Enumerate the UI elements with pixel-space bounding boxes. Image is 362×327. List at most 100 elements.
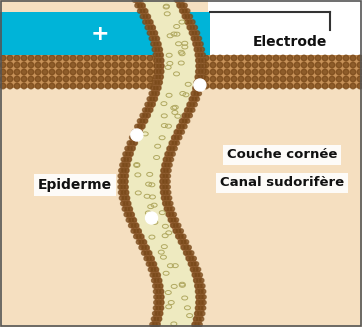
- Circle shape: [14, 83, 20, 89]
- Circle shape: [196, 300, 200, 305]
- Circle shape: [139, 245, 143, 250]
- Circle shape: [182, 119, 187, 123]
- Circle shape: [63, 55, 69, 61]
- Circle shape: [156, 284, 160, 288]
- Circle shape: [203, 62, 209, 68]
- Circle shape: [84, 76, 90, 82]
- Circle shape: [91, 69, 97, 75]
- Circle shape: [185, 20, 189, 24]
- Circle shape: [131, 229, 135, 233]
- Circle shape: [259, 83, 265, 89]
- Circle shape: [357, 55, 362, 61]
- Circle shape: [195, 69, 200, 74]
- Circle shape: [84, 83, 90, 89]
- Circle shape: [266, 55, 272, 61]
- Circle shape: [195, 284, 199, 288]
- Circle shape: [217, 83, 223, 89]
- Circle shape: [135, 130, 139, 134]
- Circle shape: [322, 55, 328, 61]
- Text: +: +: [91, 24, 109, 43]
- Circle shape: [187, 102, 191, 107]
- Circle shape: [133, 83, 139, 89]
- Circle shape: [42, 83, 48, 89]
- Circle shape: [153, 322, 157, 327]
- Circle shape: [142, 240, 147, 244]
- Circle shape: [153, 31, 157, 35]
- Circle shape: [266, 62, 272, 68]
- Circle shape: [163, 201, 167, 206]
- Circle shape: [42, 76, 48, 82]
- Circle shape: [192, 273, 197, 277]
- Circle shape: [14, 62, 20, 68]
- Circle shape: [7, 76, 13, 82]
- Circle shape: [287, 62, 293, 68]
- Circle shape: [336, 69, 342, 75]
- Circle shape: [138, 124, 142, 129]
- Circle shape: [63, 62, 69, 68]
- Bar: [0, 55, 362, 88]
- Circle shape: [130, 135, 134, 140]
- Circle shape: [157, 58, 161, 63]
- Circle shape: [7, 62, 13, 68]
- Circle shape: [177, 0, 182, 2]
- Circle shape: [166, 179, 170, 184]
- Circle shape: [196, 317, 201, 321]
- Circle shape: [224, 55, 230, 61]
- Circle shape: [195, 58, 200, 63]
- Circle shape: [122, 196, 127, 200]
- Circle shape: [157, 86, 161, 90]
- Circle shape: [42, 69, 48, 75]
- Circle shape: [159, 53, 163, 57]
- Circle shape: [160, 64, 164, 68]
- Bar: [210, 0, 362, 65]
- Circle shape: [143, 20, 147, 24]
- Circle shape: [195, 53, 199, 57]
- Circle shape: [126, 69, 132, 75]
- Circle shape: [192, 322, 196, 327]
- Circle shape: [98, 76, 104, 82]
- Circle shape: [181, 240, 186, 244]
- Circle shape: [185, 9, 190, 13]
- Circle shape: [357, 76, 362, 82]
- Circle shape: [167, 168, 171, 173]
- Circle shape: [196, 76, 202, 82]
- Circle shape: [200, 80, 205, 85]
- Circle shape: [42, 55, 48, 61]
- Circle shape: [163, 185, 167, 189]
- Circle shape: [63, 83, 69, 89]
- Circle shape: [189, 76, 195, 82]
- Circle shape: [245, 55, 251, 61]
- Circle shape: [160, 179, 164, 184]
- Circle shape: [154, 317, 159, 321]
- Circle shape: [231, 62, 237, 68]
- Circle shape: [201, 289, 206, 294]
- Circle shape: [155, 91, 159, 96]
- Circle shape: [343, 55, 349, 61]
- Circle shape: [301, 62, 307, 68]
- Circle shape: [147, 83, 153, 89]
- Circle shape: [322, 69, 328, 75]
- Circle shape: [294, 69, 300, 75]
- Circle shape: [157, 69, 161, 74]
- Circle shape: [128, 146, 132, 151]
- Circle shape: [121, 185, 125, 189]
- Circle shape: [136, 234, 141, 239]
- Circle shape: [176, 229, 180, 233]
- Circle shape: [152, 262, 157, 266]
- Circle shape: [280, 62, 286, 68]
- Circle shape: [315, 69, 321, 75]
- Circle shape: [148, 267, 153, 272]
- Circle shape: [184, 245, 188, 250]
- Circle shape: [170, 146, 174, 151]
- Circle shape: [175, 141, 180, 145]
- Circle shape: [135, 135, 140, 140]
- Circle shape: [188, 108, 192, 112]
- Circle shape: [35, 55, 41, 61]
- Circle shape: [140, 119, 145, 123]
- Circle shape: [280, 55, 286, 61]
- Circle shape: [252, 55, 258, 61]
- Circle shape: [125, 146, 129, 151]
- Circle shape: [172, 135, 176, 140]
- Circle shape: [190, 108, 195, 112]
- Circle shape: [172, 141, 177, 145]
